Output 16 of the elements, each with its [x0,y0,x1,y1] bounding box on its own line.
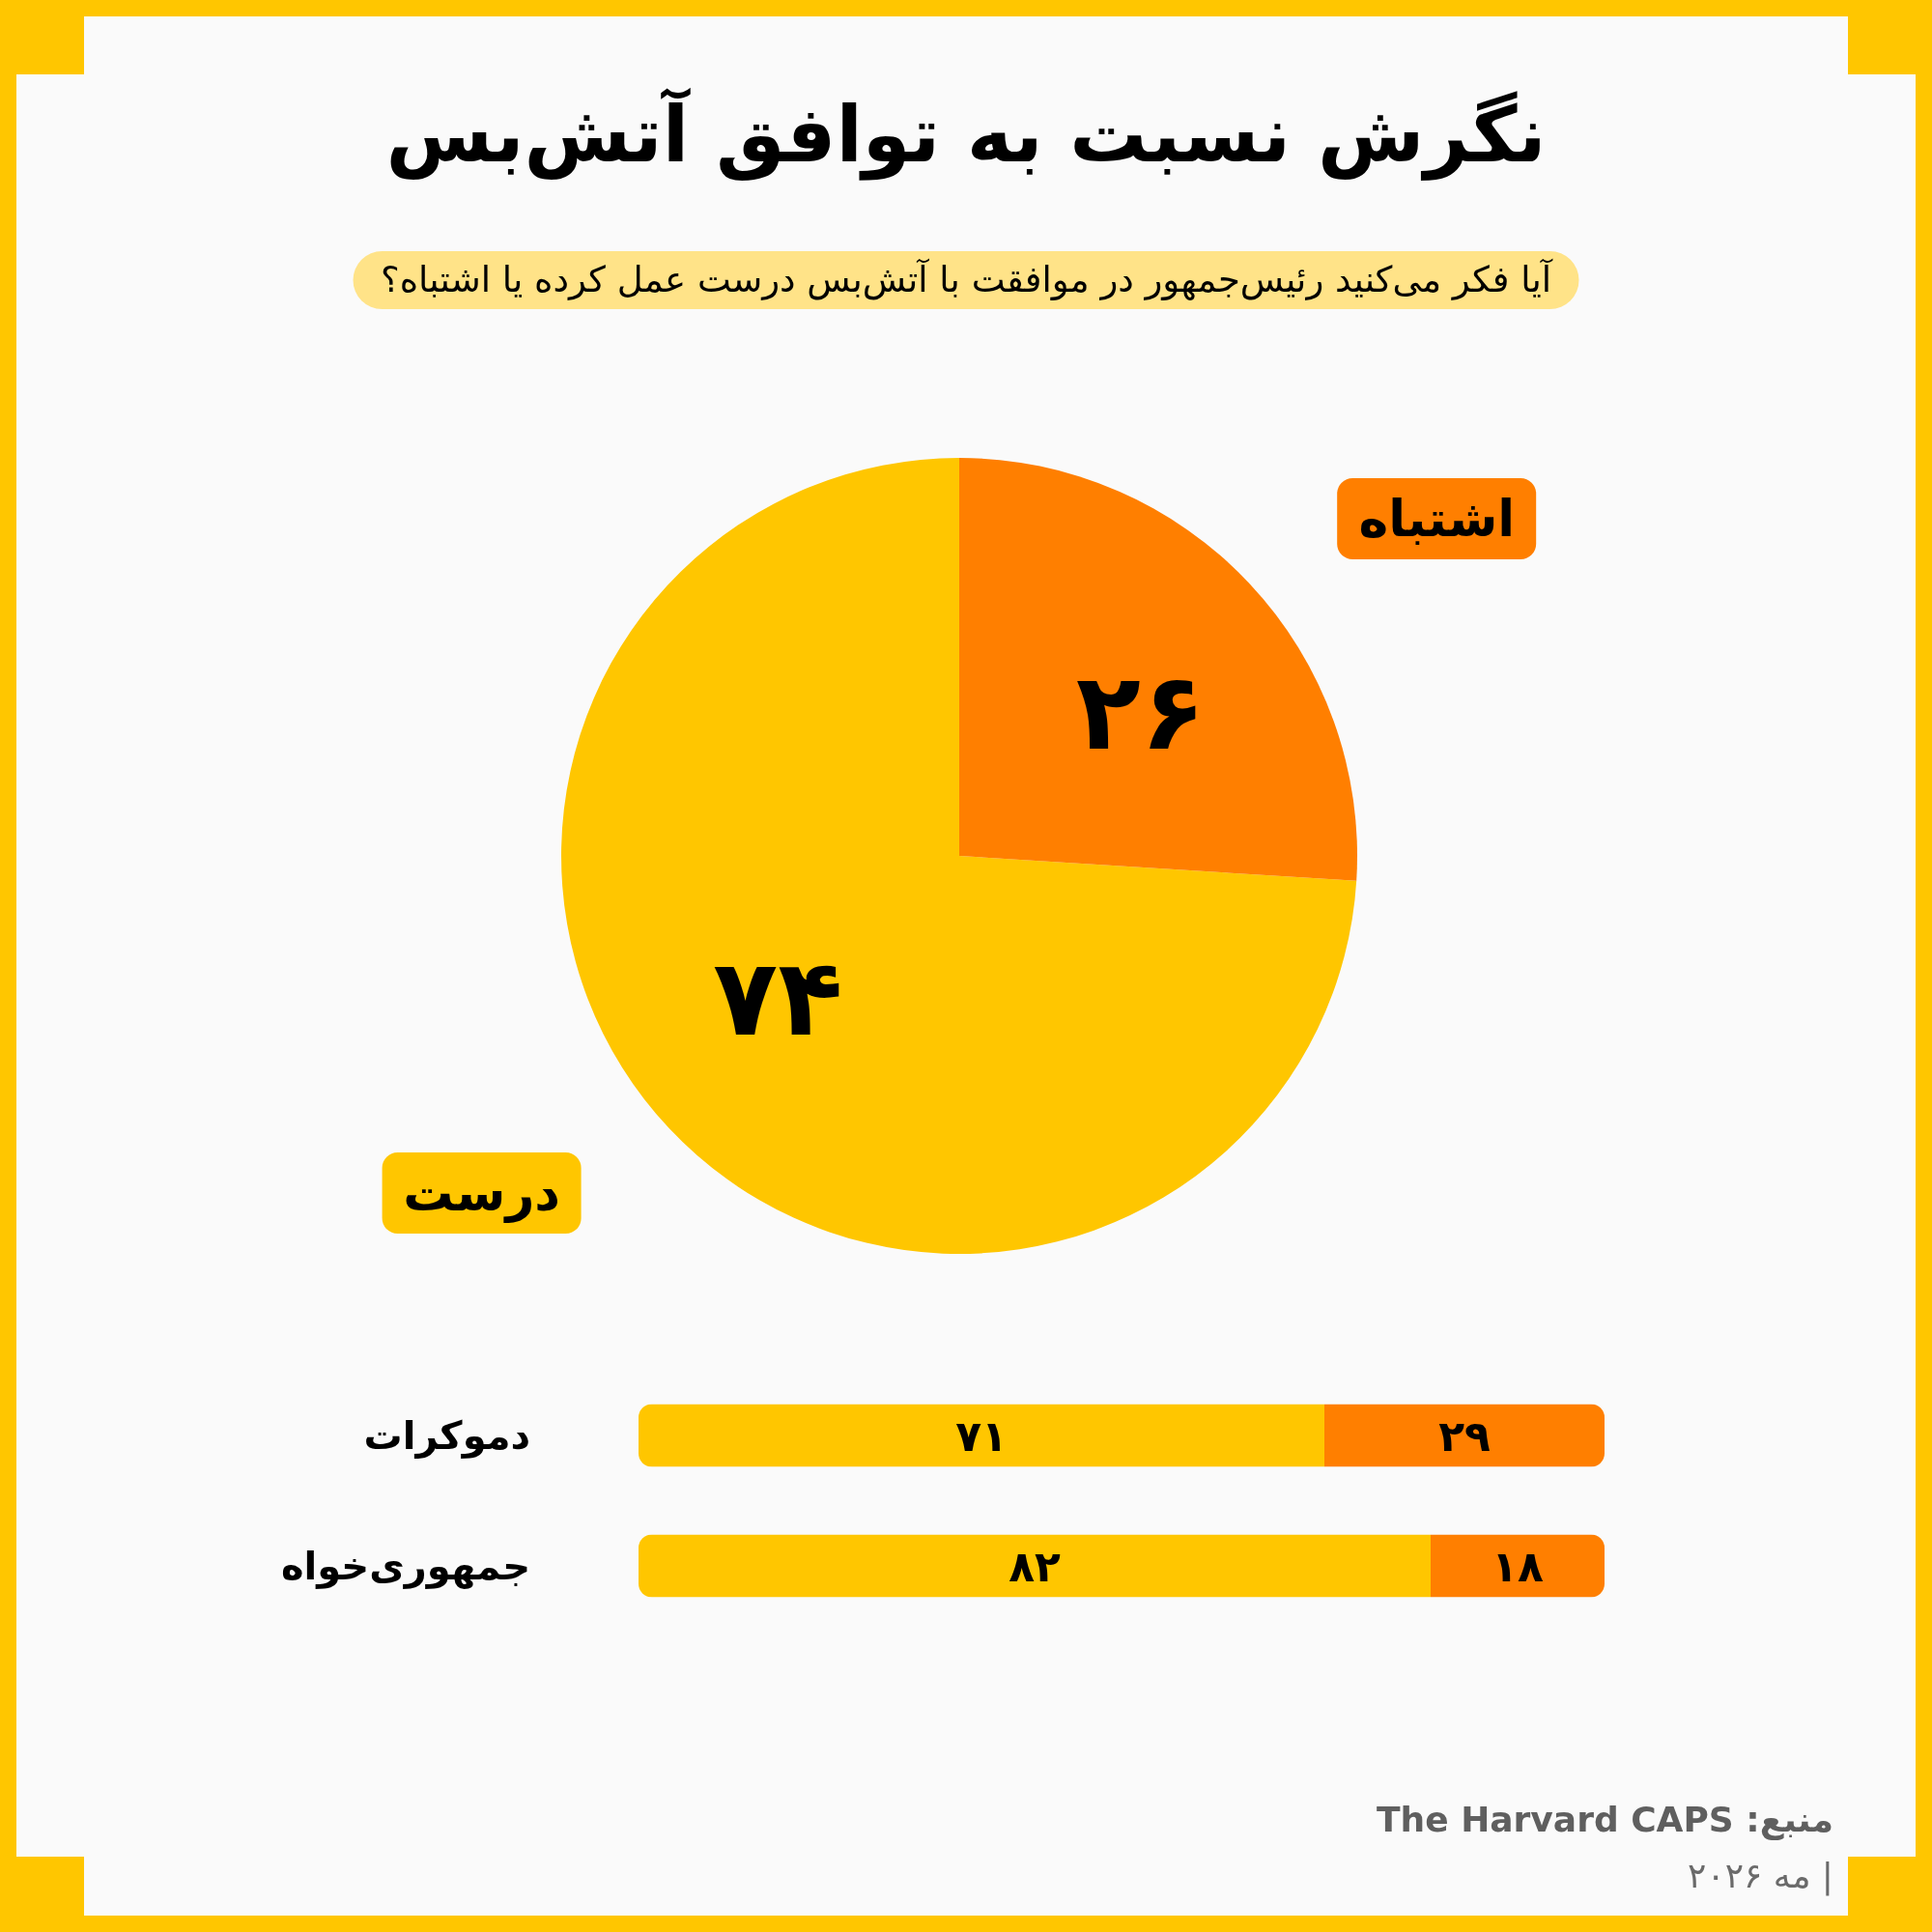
slice-label: درست [382,1151,582,1234]
data-label: ۲۹ [1438,1409,1491,1463]
chart-subtitle: آیا فکر می‌کنید رئیس‌جمهور در موافقت با آتش‌بس درست عمل کرده یا اشتباه؟ [353,251,1579,309]
data-label: ۲۶ [1075,649,1206,777]
data-label: ۷۴ [713,935,843,1062]
y-tick-label: جمهوری‌خواه [280,1543,530,1590]
data-label: ۱۸ [1492,1540,1544,1593]
y-tick-label: دموکرات [363,1412,530,1460]
text: | مه ۲۰۲۶ [1688,1854,1833,1897]
slice-label: اشتباه [1337,478,1537,560]
pie-slice [561,458,1357,1254]
data-label: ۷۱ [955,1409,1008,1463]
chart-title: نگرش نسبت به توافق آتش‌بس [385,87,1547,183]
data-label: ۸۲ [1009,1540,1061,1593]
pie-slice [959,458,1357,881]
text: منبع: The Harvard CAPS [1377,1798,1833,1841]
